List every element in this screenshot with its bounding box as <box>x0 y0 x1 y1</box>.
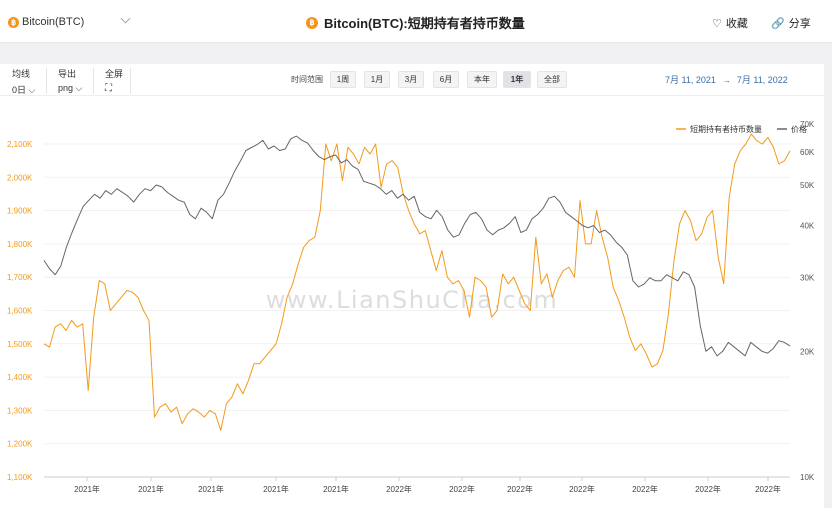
chart-panel: 均线 0日 ⌵ 导出 png ⌵ 全屏 ⛶ 时间范围 1周 1月 3月 6月 本… <box>0 64 824 508</box>
date-from: 7月 11, 2021 <box>665 75 716 85</box>
page-title: ฿ Bitcoin(BTC):短期持有者持币数量 <box>306 13 525 32</box>
range-button-1w[interactable]: 1周 <box>330 71 356 88</box>
bitcoin-icon: ฿ <box>306 16 318 29</box>
range-button-3m[interactable]: 3月 <box>398 71 424 88</box>
y-right-tick-label: 20K <box>800 347 815 356</box>
fullscreen-control[interactable]: 全屏 ⛶ <box>105 67 123 94</box>
divider <box>0 95 824 96</box>
export-label: 导出 <box>58 69 77 79</box>
x-tick-label: 2022年 <box>632 484 658 494</box>
y-right-tick-label: 70K <box>800 120 815 129</box>
share-button[interactable]: 🔗 分享 <box>771 15 811 31</box>
y-left-tick-label: 1,100K <box>7 473 33 482</box>
y-right-tick-label: 50K <box>800 181 815 190</box>
x-tick-label: 2022年 <box>386 484 412 494</box>
range-button-6m[interactable]: 6月 <box>433 71 459 88</box>
export-select[interactable]: png ⌵ <box>58 83 82 94</box>
page-title-text: Bitcoin(BTC):短期持有者持币数量 <box>324 16 525 31</box>
y-left-tick-label: 1,900K <box>7 207 33 216</box>
y-left-tick-label: 1,300K <box>7 406 33 415</box>
x-tick-label: 2022年 <box>449 484 475 494</box>
coin-select-label: Bitcoin(BTC) <box>22 16 85 28</box>
export-control[interactable]: 导出 png ⌵ <box>58 67 82 94</box>
heart-icon: ♡ <box>712 17 722 30</box>
fullscreen-icon[interactable]: ⛶ <box>105 83 112 94</box>
fullscreen-label: 全屏 <box>105 69 124 79</box>
ma-value: 0日 <box>12 85 27 95</box>
range-label: 时间范围 <box>291 75 323 84</box>
date-to: 7月 11, 2022 <box>736 75 788 85</box>
legend-label-holdings: 短期持有者持币数量 <box>690 124 762 134</box>
favorite-button[interactable]: ♡ 收藏 <box>712 15 748 31</box>
holdings-series-line <box>43 133 791 431</box>
x-tick-label: 2021年 <box>138 484 164 494</box>
divider <box>46 68 47 94</box>
y-left-tick-label: 2,000K <box>7 173 33 182</box>
ma-control[interactable]: 均线 0日 ⌵ <box>12 67 35 96</box>
y-left-tick-label: 1,600K <box>7 307 33 316</box>
y-left-tick-label: 1,800K <box>7 240 33 249</box>
y-right-tick-label: 30K <box>800 274 815 283</box>
export-value: png <box>58 83 74 93</box>
y-left-tick-label: 2,100K <box>7 140 33 149</box>
coin-select-dropdown[interactable]: ฿ Bitcoin(BTC) <box>8 12 133 32</box>
x-tick-label: 2022年 <box>507 484 533 494</box>
ma-label: 均线 <box>12 69 31 79</box>
x-tick-label: 2022年 <box>755 484 781 494</box>
chart-area: 1,100K 1,200K 1,300K 1,400K 1,500K 1,600K 1,70… <box>7 120 815 494</box>
chevron-down-icon: ⌵ <box>75 83 83 93</box>
chevron-down-icon: ⌵ <box>28 85 36 95</box>
range-button-ytd[interactable]: 本年 <box>467 71 497 88</box>
y-right-tick-label: 10K <box>800 473 815 482</box>
bitcoin-icon: ฿ <box>8 16 19 28</box>
range-button-1y[interactable]: 1年 <box>503 71 531 88</box>
arrow-right-icon: → <box>721 75 731 85</box>
price-series-line <box>43 135 791 357</box>
divider <box>93 68 94 94</box>
x-tick-label: 2021年 <box>74 484 100 494</box>
x-tick-label: 2021年 <box>263 484 289 494</box>
y-left-tick-label: 1,200K <box>7 440 33 449</box>
ma-select[interactable]: 0日 ⌵ <box>12 83 35 96</box>
y-right-tick-label: 60K <box>800 148 815 157</box>
x-tick-label: 2021年 <box>198 484 224 494</box>
y-left-tick-label: 1,500K <box>7 340 33 349</box>
share-label: 分享 <box>788 18 811 30</box>
range-button-all[interactable]: 全部 <box>537 71 567 88</box>
chevron-down-icon <box>120 13 131 24</box>
y-right-tick-label: 40K <box>800 222 815 231</box>
link-icon: 🔗 <box>771 17 785 30</box>
x-tick-label: 2021年 <box>323 484 349 494</box>
y-left-tick-label: 1,700K <box>7 273 33 282</box>
x-tick-label: 2022年 <box>569 484 595 494</box>
x-tick-label: 2022年 <box>695 484 721 494</box>
range-button-1m[interactable]: 1月 <box>364 71 390 88</box>
y-left-tick-label: 1,400K <box>7 373 33 382</box>
date-range[interactable]: 7月 11, 2021 → 7月 11, 2022 <box>662 73 791 86</box>
watermark-text: www.LianShuCha.com <box>266 286 559 314</box>
top-bar: ฿ Bitcoin(BTC) ฿ Bitcoin(BTC):短期持有者持币数量 … <box>0 0 832 43</box>
legend-label-price: 价格 <box>791 124 807 134</box>
favorite-label: 收藏 <box>725 18 748 30</box>
divider <box>130 68 131 94</box>
